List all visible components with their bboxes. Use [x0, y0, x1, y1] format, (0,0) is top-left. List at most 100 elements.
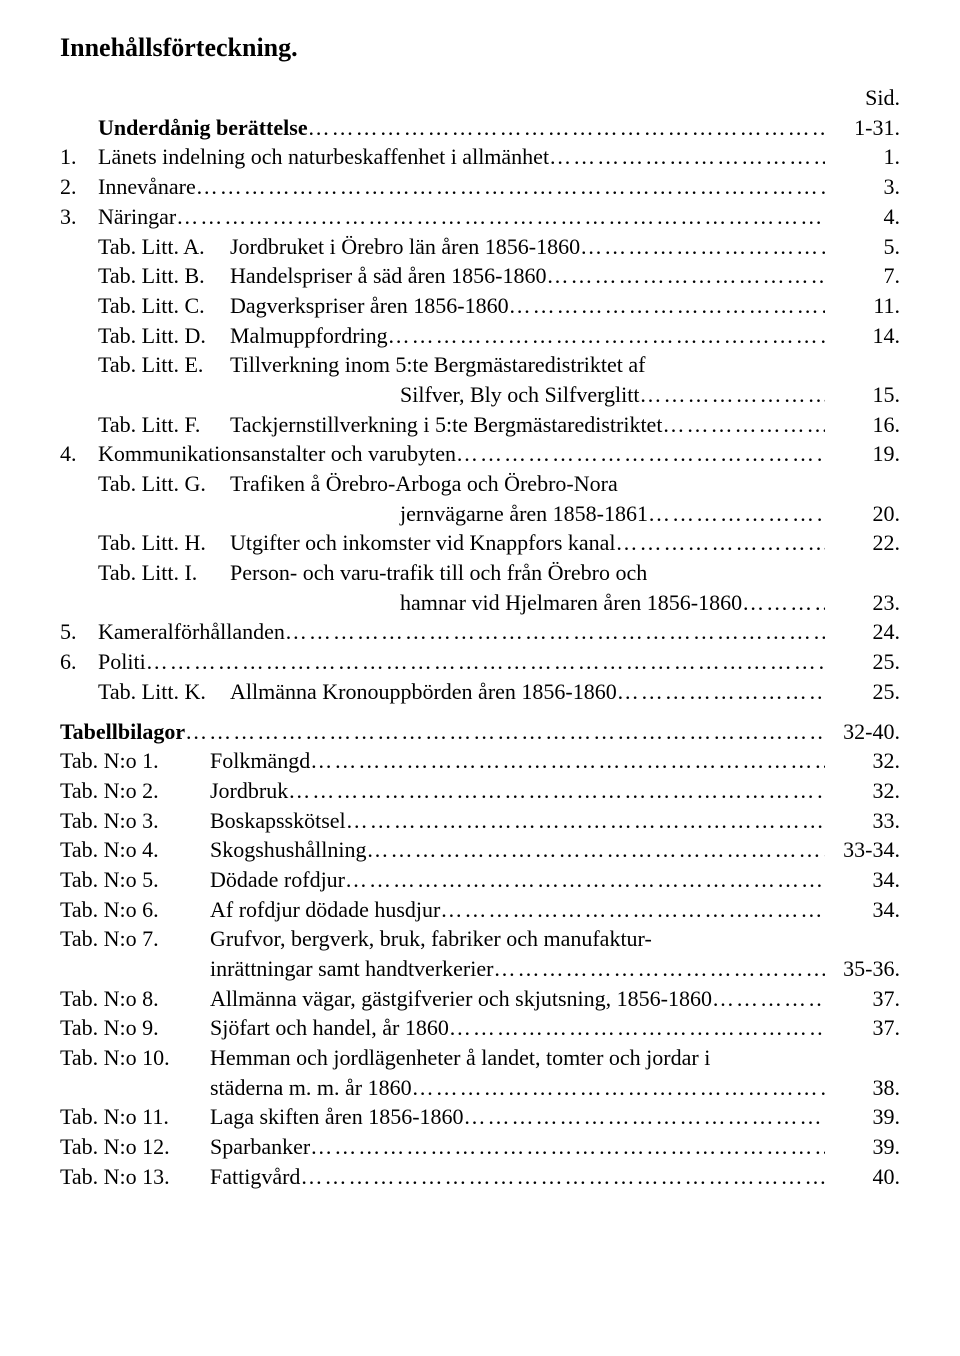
toc-row: Tab. Litt. D.Malmuppfordring…………………………………	[60, 321, 900, 351]
leader: ……………………………………………………………………………………………………………	[546, 261, 825, 291]
toc-page: 15.	[825, 380, 900, 410]
toc-row: Tab. Litt. A.Jordbruket i Örebro län åre…	[60, 232, 900, 262]
toc-row: Tab. N:o 1.Folkmängd………………………………………………………	[60, 746, 900, 776]
tabell-label: inrättningar samt handtverkerier	[210, 954, 493, 984]
tabell-page: 39.	[825, 1102, 900, 1132]
toc-row: Tab. N:o 9.Sjöfart och handel, år 1860………	[60, 1013, 900, 1043]
tabell-page: 33-34.	[825, 835, 900, 865]
tabell-tab: Tab. N:o 13.	[60, 1162, 210, 1192]
tabell-page: 39.	[825, 1132, 900, 1162]
toc-page: 11.	[825, 291, 900, 321]
toc-page: 24.	[825, 617, 900, 647]
toc-row: Tab. N:o 4.Skogshushållning……………………………………	[60, 835, 900, 865]
toc-label: Allmänna Kronouppbörden åren 1856-1860	[230, 677, 617, 707]
sid-label: Sid.	[825, 83, 900, 113]
tabell-label: Sjöfart och handel, år 1860	[210, 1013, 449, 1043]
toc-page: 23.	[825, 588, 900, 618]
tabell-label: Boskapsskötsel	[210, 806, 346, 836]
tabell-label: Hemman och jordlägenheter å landet, tomt…	[210, 1043, 710, 1073]
toc-label: Utgifter och inkomster vid Knappfors kan…	[230, 528, 616, 558]
tabell-label: Af rofdjur dödade husdjur	[210, 895, 440, 925]
toc-row: Tab. N:o 12.Sparbanker…………………………………………………	[60, 1132, 900, 1162]
toc-row: Tab. N:o 5.Dödade rofdjur…………………………………………	[60, 865, 900, 895]
toc-row: 5.Kameralförhållanden……………………………………………………	[60, 617, 900, 647]
tabell-heading-page: 32-40.	[825, 717, 900, 747]
sid-header-row: Sid.	[60, 83, 900, 113]
toc-label: Innevånare	[98, 172, 196, 202]
leader: ……………………………………………………………………………………………………………	[742, 588, 825, 618]
toc-page: 25.	[825, 647, 900, 677]
leader: ……………………………………………………………………………………………………………	[346, 806, 825, 836]
tabell-page: 34.	[825, 895, 900, 925]
tabell-tab: Tab. N:o 8.	[60, 984, 210, 1014]
tabell-heading-row: Tabellbilagor ………………………………………………………………………	[60, 717, 900, 747]
tabell-list: Tab. N:o 1.Folkmängd………………………………………………………	[60, 746, 900, 1191]
tabell-page: 33.	[825, 806, 900, 836]
toc-label: hamnar vid Hjelmaren åren 1856-1860	[400, 588, 742, 618]
toc-subrow: hamnar vid Hjelmaren åren 1856-1860………………	[60, 588, 900, 618]
leader: ……………………………………………………………………………………………………………	[456, 439, 825, 469]
toc-list: Underdånig berättelse……………………………………………………	[60, 113, 900, 707]
toc-number: 5.	[60, 617, 98, 647]
page-title: Innehållsförteckning.	[60, 30, 900, 65]
tabell-page: 32.	[825, 776, 900, 806]
tabell-tab: Tab. N:o 7.	[60, 924, 210, 954]
toc-page: 20.	[825, 499, 900, 529]
leader: ……………………………………………………………………………………………………………	[509, 291, 825, 321]
tabell-page: 38.	[825, 1073, 900, 1103]
tabell-label: städerna m. m. år 1860	[210, 1073, 412, 1103]
tabell-page: 37.	[825, 984, 900, 1014]
toc-row: Tab. N:o 10.Hemman och jordlägenheter å …	[60, 1043, 900, 1073]
leader: ……………………………………………………………………………………………………………	[310, 746, 825, 776]
toc-label: Tackjernstillverkning i 5:te Bergmästare…	[230, 410, 662, 440]
toc-label: Näringar	[98, 202, 176, 232]
toc-subrow: Silfver, Bly och Silfverglitt………………………………	[60, 380, 900, 410]
tabell-tab: Tab. N:o 2.	[60, 776, 210, 806]
toc-row: Tab. N:o 2.Jordbruk…………………………………………………………	[60, 776, 900, 806]
toc-number: 3.	[60, 202, 98, 232]
tabell-tab: Tab. N:o 9.	[60, 1013, 210, 1043]
leader: ……………………………………………………………………………………………………………	[648, 499, 825, 529]
toc-number: 6.	[60, 647, 98, 677]
toc-page: 3.	[825, 172, 900, 202]
tabell-page: 37.	[825, 1013, 900, 1043]
tabell-heading-label: Tabellbilagor	[60, 717, 185, 747]
leader: ……………………………………………………………………………………………………………	[712, 984, 825, 1014]
leader: ……………………………………………………………………………………………………………	[493, 954, 825, 984]
toc-row: Tab. N:o 6.Af rofdjur dödade husdjur……………	[60, 895, 900, 925]
leader: ……………………………………………………………………………………………………………	[308, 113, 825, 143]
toc-row: Tab. N:o 3.Boskapsskötsel…………………………………………	[60, 806, 900, 836]
toc-number: 1.	[60, 142, 98, 172]
toc-label: Jordbruket i Örebro län åren 1856-1860	[230, 232, 580, 262]
toc-page: 1-31.	[825, 113, 900, 143]
toc-page: 22.	[825, 528, 900, 558]
toc-row: 6.Politi………………………………………………………………………………………	[60, 647, 900, 677]
toc-tab: Tab. Litt. F.	[98, 410, 230, 440]
toc-row: Tab. Litt. B.Handelspriser å säd åren 18…	[60, 261, 900, 291]
leader: ……………………………………………………………………………………………………………	[662, 410, 825, 440]
toc-row: Tab. Litt. F.Tackjernstillverkning i 5:t…	[60, 410, 900, 440]
leader: ……………………………………………………………………………………………………………	[549, 142, 825, 172]
toc-tab: Tab. Litt. H.	[98, 528, 230, 558]
toc-label: Silfver, Bly och Silfverglitt	[400, 380, 639, 410]
tabell-label: Fattigvård	[210, 1162, 300, 1192]
toc-number: 4.	[60, 439, 98, 469]
toc-row: Tab. Litt. K.Allmänna Kronouppbörden åre…	[60, 677, 900, 707]
tabell-label: Sparbanker	[210, 1132, 310, 1162]
leader: ……………………………………………………………………………………………………………	[300, 1162, 825, 1192]
toc-row: Tab. Litt. G.Trafiken å Örebro-Arboga oc…	[60, 469, 900, 499]
tabell-tab: Tab. N:o 4.	[60, 835, 210, 865]
leader: ……………………………………………………………………………………………………………	[464, 1102, 825, 1132]
leader: ……………………………………………………………………………………………………………	[449, 1013, 825, 1043]
leader: ……………………………………………………………………………………………………………	[196, 172, 825, 202]
tabell-page: 40.	[825, 1162, 900, 1192]
toc-tab: Tab. Litt. A.	[98, 232, 230, 262]
toc-tab: Tab. Litt. B.	[98, 261, 230, 291]
toc-tab: Tab. Litt. E.	[98, 350, 230, 380]
toc-label: Malmuppfordring	[230, 321, 388, 351]
toc-row: Tab. N:o 8.Allmänna vägar, gästgifverier…	[60, 984, 900, 1014]
toc-page: 1.	[825, 142, 900, 172]
tabell-tab: Tab. N:o 6.	[60, 895, 210, 925]
toc-page: 7.	[825, 261, 900, 291]
leader: ……………………………………………………………………………………………………………	[366, 835, 825, 865]
